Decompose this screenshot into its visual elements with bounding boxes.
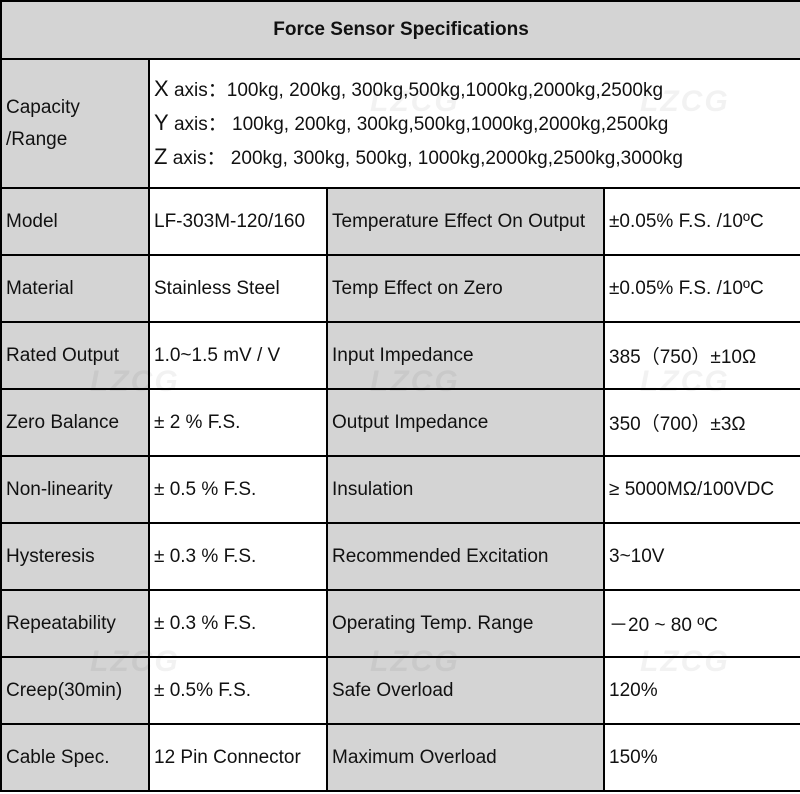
spec-value: 385（750）±10Ω	[602, 321, 800, 390]
spec-value: 3~10V	[602, 522, 800, 591]
capacity-axis-z: Z axis： 200kg, 300kg, 500kg, 1000kg,2000…	[154, 141, 796, 175]
spec-value: ≥ 5000MΩ/100VDC	[602, 455, 800, 524]
spec-row: Model LF-303M-120/160 Temperature Effect O…	[0, 187, 800, 256]
axis-values: 100kg, 200kg, 300kg,500kg,1000kg,2000kg,…	[226, 113, 669, 135]
axis-values: 100kg, 200kg, 300kg,500kg,1000kg,2000kg,…	[226, 79, 664, 101]
spec-value: ± 0.3 % F.S.	[148, 589, 328, 658]
capacity-label: Capacity /Range	[0, 58, 150, 189]
spec-value: LF-303M-120/160	[148, 187, 328, 256]
axis-label: axis：	[168, 113, 227, 135]
spec-label: Rated Output	[0, 321, 150, 390]
spec-value: ± 0.3 % F.S.	[148, 522, 328, 591]
spec-label: Cable Spec.	[0, 723, 150, 792]
capacity-row: Capacity /Range X axis：100kg, 200kg, 300…	[0, 58, 800, 189]
spec-value: 150%	[602, 723, 800, 792]
axis-letter: X	[154, 75, 169, 101]
title-row: Force Sensor Specifications	[0, 0, 800, 60]
spec-value: ±0.05% F.S. /10ºC	[602, 254, 800, 323]
spec-label: Maximum Overload	[326, 723, 605, 792]
spec-row: Non-linearity ± 0.5 % F.S. Insulation ≥ 500…	[0, 455, 800, 524]
spec-label: Non-linearity	[0, 455, 150, 524]
spec-row: Rated Output 1.0~1.5 mV / V Input Impedanc…	[0, 321, 800, 390]
capacity-axis-y: Y axis： 100kg, 200kg, 300kg,500kg,1000kg…	[154, 107, 796, 141]
spec-value: ± 0.5% F.S.	[148, 656, 328, 725]
spec-value: 350（700）±3Ω	[602, 388, 800, 457]
spec-value: 1.0~1.5 mV / V	[148, 321, 328, 390]
spec-row: Zero Balance ± 2 % F.S. Output Impedance 35…	[0, 388, 800, 457]
axis-letter: Y	[154, 109, 169, 135]
capacity-label-line2: /Range	[6, 128, 68, 150]
page-title: Force Sensor Specifications	[0, 0, 800, 60]
spec-row: Creep(30min) ± 0.5% F.S. Safe Overload 120%	[0, 656, 800, 725]
spec-label: Hysteresis	[0, 522, 150, 591]
spec-label: Creep(30min)	[0, 656, 150, 725]
spec-label: Temperature Effect On Output	[326, 187, 605, 256]
spec-value: 12 Pin Connector	[148, 723, 328, 792]
spec-value: 120%	[602, 656, 800, 725]
spec-row: Material Stainless Steel Temp Effect on Ze…	[0, 254, 800, 323]
spec-label: Model	[0, 187, 150, 256]
spec-rows: Model LF-303M-120/160 Temperature Effect O…	[0, 187, 800, 792]
spec-row: Cable Spec. 12 Pin Connector Maximum Overl…	[0, 723, 800, 792]
capacity-axis-x: X axis：100kg, 200kg, 300kg,500kg,1000kg,…	[154, 73, 796, 107]
capacity-label-line1: Capacity	[6, 96, 80, 118]
spec-label: Zero Balance	[0, 388, 150, 457]
spec-row: Hysteresis ± 0.3 % F.S. Recommended Excita…	[0, 522, 800, 591]
spec-value: ± 0.5 % F.S.	[148, 455, 328, 524]
axis-values: 200kg, 300kg, 500kg, 1000kg,2000kg,2500k…	[225, 147, 683, 169]
axis-letter: Z	[154, 143, 168, 169]
spec-label: Insulation	[326, 455, 605, 524]
spec-label: Operating Temp. Range	[326, 589, 605, 658]
spec-label: Repeatability	[0, 589, 150, 658]
spec-label: Safe Overload	[326, 656, 605, 725]
spec-label: Recommended Excitation	[326, 522, 605, 591]
spec-row: Repeatability ± 0.3 % F.S. Operating Temp.…	[0, 589, 800, 658]
spec-value: ±0.05% F.S. /10ºC	[602, 187, 800, 256]
spec-label: Material	[0, 254, 150, 323]
spec-label: Output Impedance	[326, 388, 605, 457]
spec-label: Input Impedance	[326, 321, 605, 390]
spec-label: Temp Effect on Zero	[326, 254, 605, 323]
spec-value: ± 2 % F.S.	[148, 388, 328, 457]
axis-label: axis：	[168, 79, 227, 101]
capacity-values: X axis：100kg, 200kg, 300kg,500kg,1000kg,…	[147, 58, 800, 189]
spec-value: －20 ~ 80 ºC	[602, 589, 800, 658]
spec-value: Stainless Steel	[148, 254, 328, 323]
axis-label: axis：	[167, 147, 226, 169]
